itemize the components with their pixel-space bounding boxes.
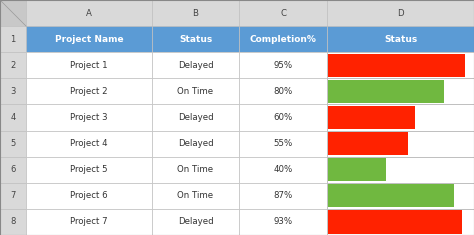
Bar: [239, 78, 327, 104]
Text: On Time: On Time: [177, 87, 214, 96]
Bar: [327, 78, 474, 104]
Text: 4: 4: [10, 113, 16, 122]
Bar: [327, 209, 474, 235]
Text: 6: 6: [10, 165, 16, 174]
Text: 1: 1: [10, 35, 16, 44]
Bar: [152, 104, 239, 131]
Bar: [26, 209, 152, 235]
Bar: [328, 184, 454, 208]
Bar: [26, 26, 152, 52]
Bar: [152, 131, 239, 157]
Bar: [327, 78, 474, 104]
Text: Project 2: Project 2: [70, 87, 108, 96]
Bar: [327, 104, 474, 131]
Text: 55%: 55%: [273, 139, 293, 148]
Text: Project 5: Project 5: [70, 165, 108, 174]
Text: Delayed: Delayed: [178, 61, 213, 70]
Text: Project 3: Project 3: [70, 113, 108, 122]
Bar: [239, 26, 327, 52]
Bar: [26, 52, 152, 78]
Bar: [327, 183, 474, 209]
Text: 2: 2: [10, 61, 16, 70]
Bar: [327, 209, 474, 235]
Text: C: C: [280, 8, 286, 18]
Text: Status: Status: [384, 35, 417, 44]
Bar: [328, 132, 408, 155]
Text: 80%: 80%: [273, 87, 293, 96]
Text: Delayed: Delayed: [178, 113, 213, 122]
Text: Project 7: Project 7: [70, 217, 108, 227]
Bar: [328, 158, 386, 181]
Text: 5: 5: [10, 139, 16, 148]
Bar: [0, 52, 26, 78]
Bar: [327, 183, 474, 209]
Bar: [327, 157, 474, 183]
Bar: [0, 157, 26, 183]
Text: On Time: On Time: [177, 165, 214, 174]
Bar: [152, 0, 239, 26]
Bar: [0, 183, 26, 209]
Bar: [328, 54, 465, 77]
Text: B: B: [192, 8, 199, 18]
Text: 8: 8: [10, 217, 16, 227]
Text: Project 6: Project 6: [70, 191, 108, 200]
Text: 3: 3: [10, 87, 16, 96]
Bar: [239, 52, 327, 78]
Bar: [152, 26, 239, 52]
Text: D: D: [397, 8, 404, 18]
Text: 7: 7: [10, 191, 16, 200]
Text: Project 4: Project 4: [70, 139, 108, 148]
Bar: [327, 104, 474, 131]
Bar: [327, 131, 474, 157]
Text: Delayed: Delayed: [178, 139, 213, 148]
Text: 87%: 87%: [273, 191, 293, 200]
Bar: [0, 78, 26, 104]
Text: Project Name: Project Name: [55, 35, 123, 44]
Bar: [239, 209, 327, 235]
Bar: [327, 26, 474, 52]
Bar: [239, 183, 327, 209]
Bar: [327, 52, 474, 78]
Bar: [0, 0, 26, 26]
Text: 93%: 93%: [273, 217, 293, 227]
Text: Completion%: Completion%: [250, 35, 317, 44]
Bar: [26, 157, 152, 183]
Bar: [327, 52, 474, 78]
Bar: [26, 78, 152, 104]
Text: 95%: 95%: [273, 61, 293, 70]
Bar: [152, 209, 239, 235]
Bar: [152, 52, 239, 78]
Bar: [328, 106, 415, 129]
Bar: [0, 131, 26, 157]
Bar: [26, 104, 152, 131]
Bar: [152, 78, 239, 104]
Text: Status: Status: [179, 35, 212, 44]
Bar: [327, 0, 474, 26]
Bar: [239, 0, 327, 26]
Bar: [239, 104, 327, 131]
Bar: [328, 210, 463, 234]
Bar: [26, 183, 152, 209]
Text: A: A: [86, 8, 92, 18]
Bar: [152, 157, 239, 183]
Bar: [0, 26, 26, 52]
Text: Delayed: Delayed: [178, 217, 213, 227]
Bar: [328, 80, 444, 103]
Bar: [239, 157, 327, 183]
Bar: [0, 104, 26, 131]
Text: On Time: On Time: [177, 191, 214, 200]
Bar: [327, 131, 474, 157]
Bar: [26, 0, 152, 26]
Text: Project 1: Project 1: [70, 61, 108, 70]
Bar: [327, 157, 474, 183]
Bar: [152, 183, 239, 209]
Text: 60%: 60%: [273, 113, 293, 122]
Bar: [239, 131, 327, 157]
Text: 40%: 40%: [273, 165, 293, 174]
Bar: [0, 209, 26, 235]
Bar: [26, 131, 152, 157]
